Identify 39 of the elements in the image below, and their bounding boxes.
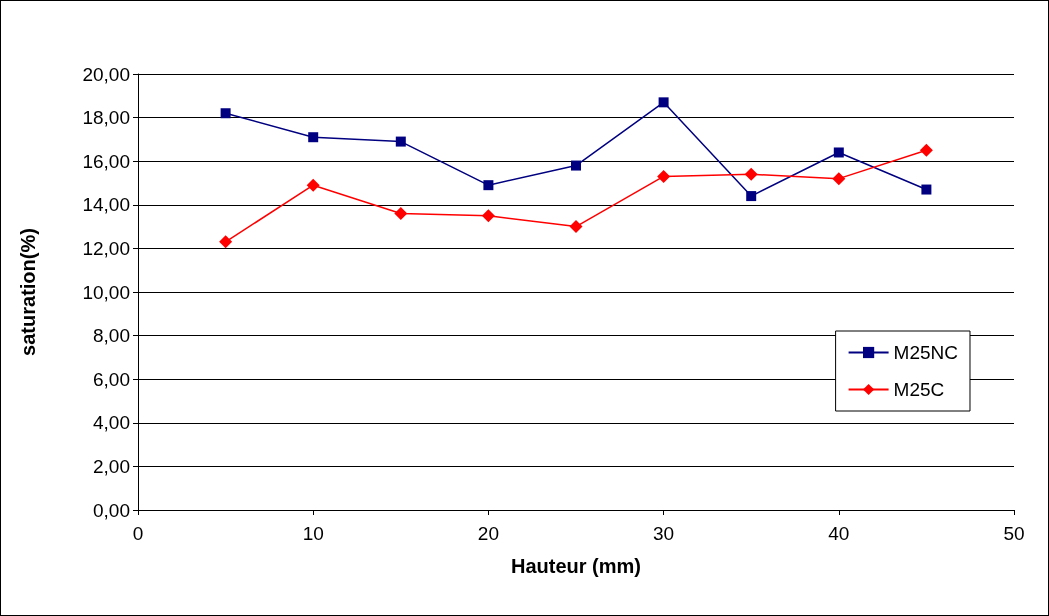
point [394, 207, 408, 221]
point [658, 97, 669, 108]
legend-label: M25NC [893, 342, 958, 363]
y-tick-label: 14,00 [82, 194, 130, 216]
point [657, 169, 671, 183]
x-tick-label: 0 [132, 523, 144, 544]
y-axis-title: saturation(%) [17, 228, 39, 356]
y-tick-label: 2,00 [93, 455, 130, 477]
y-tick-label: 6,00 [93, 368, 130, 390]
point [921, 184, 932, 195]
point [308, 132, 319, 143]
point [833, 147, 844, 158]
point [746, 191, 757, 202]
y-tick-label: 16,00 [82, 150, 130, 172]
y-tick-label: 18,00 [82, 107, 130, 129]
x-tick-label: 50 [1003, 523, 1025, 544]
y-tick-label: 4,00 [93, 412, 130, 434]
point [219, 235, 233, 249]
point [832, 172, 846, 186]
x-tick-label: 10 [302, 523, 324, 544]
point [744, 167, 758, 181]
point [395, 136, 406, 147]
y-tick-label: 12,00 [82, 237, 130, 259]
point [571, 160, 581, 171]
y-tick-label: 10,00 [82, 281, 130, 303]
y-tick-label: 8,00 [93, 325, 130, 347]
legend-label: M25C [893, 379, 945, 400]
y-tick-label: 20,00 [82, 63, 130, 85]
x-tick-label: 30 [653, 523, 675, 544]
x-axis-title: Hauteur (mm) [510, 555, 642, 577]
y-tick-label: 0,00 [93, 499, 130, 521]
x-tick-label: 20 [477, 523, 499, 544]
x-tick-label: 40 [828, 523, 850, 544]
point [306, 178, 320, 192]
point [481, 209, 495, 223]
point [919, 143, 933, 157]
point [483, 180, 494, 191]
point [220, 108, 231, 119]
point [569, 220, 583, 234]
